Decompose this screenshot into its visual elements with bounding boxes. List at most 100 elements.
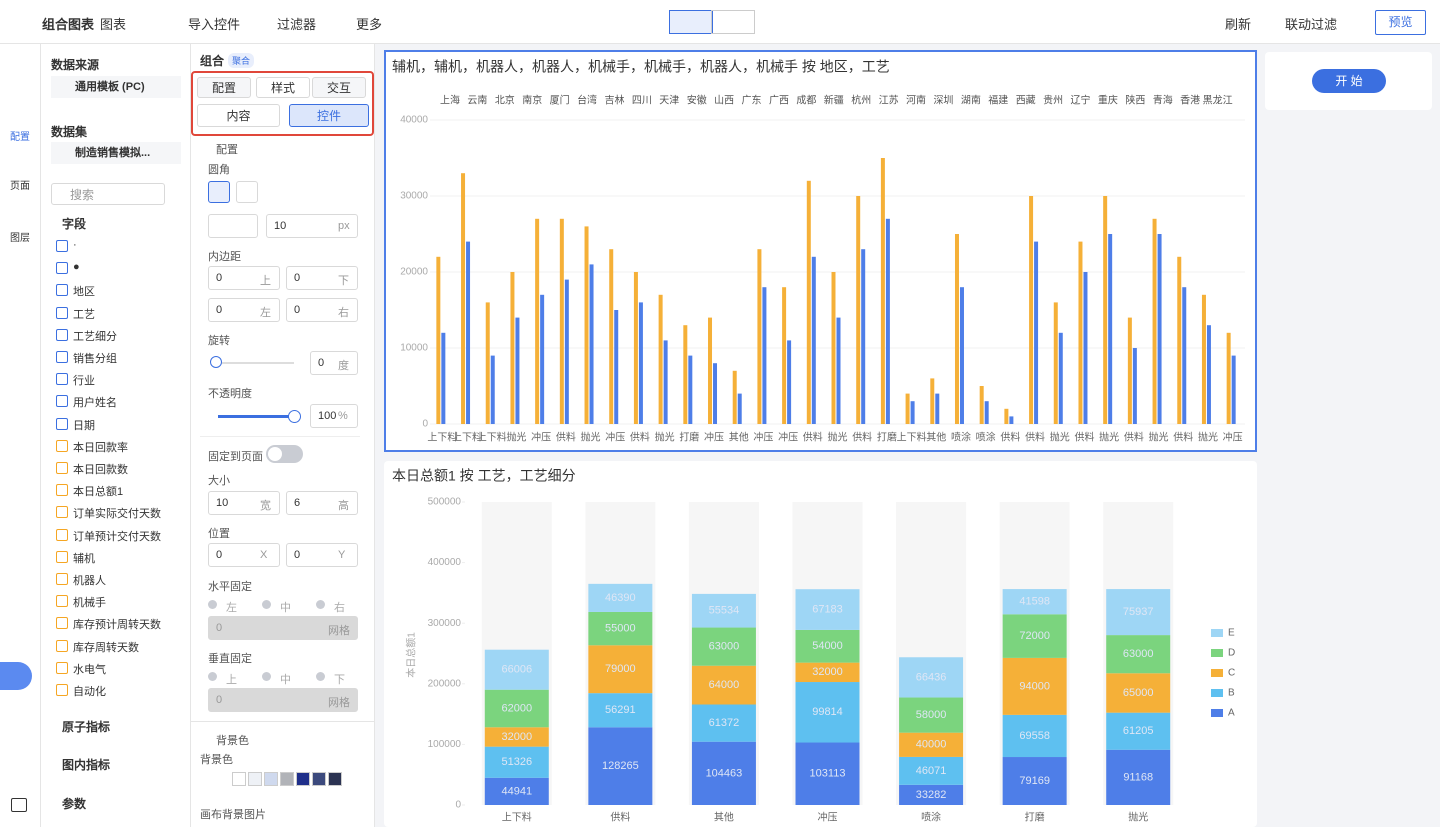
input[interactable]: [266, 214, 358, 238]
device-toggle[interactable]: [711, 10, 755, 34]
subtab[interactable]: 控件: [289, 104, 369, 127]
input-value: 100: [318, 410, 337, 422]
toolbar-item[interactable]: 更多: [356, 17, 383, 32]
swatch[interactable]: [296, 772, 310, 786]
input-value: 0: [294, 272, 301, 284]
slider: [218, 415, 294, 418]
field[interactable]: 行业: [73, 375, 95, 388]
swatch[interactable]: [232, 772, 246, 786]
field[interactable]: 自动化: [73, 686, 106, 698]
input-value: 6: [294, 497, 301, 509]
radio-label: 右: [334, 602, 345, 614]
field[interactable]: 机器人: [73, 575, 106, 587]
field-icon: [56, 417, 68, 430]
dropdown[interactable]: [208, 214, 258, 238]
swatch[interactable]: [264, 772, 278, 786]
input[interactable]: [208, 543, 280, 567]
badge: 聚合: [228, 53, 255, 68]
divider: [200, 436, 360, 437]
input[interactable]: [310, 351, 358, 375]
slider-knob[interactable]: [210, 356, 222, 368]
field-icon: [56, 684, 68, 696]
radio-label: 中: [280, 602, 291, 614]
preview-button[interactable]: 预览: [1375, 10, 1426, 35]
field[interactable]: 本日回款数: [73, 464, 128, 476]
rail-item[interactable]: 页面: [10, 181, 30, 192]
radio[interactable]: [316, 600, 325, 609]
section[interactable]: 参数: [62, 797, 87, 811]
tab[interactable]: 交互: [312, 77, 366, 98]
field[interactable]: 库存周转天数: [73, 641, 139, 654]
field[interactable]: ·: [73, 239, 77, 251]
field-icon: [56, 306, 68, 319]
input-unit: %: [338, 410, 348, 422]
section[interactable]: 图内指标: [62, 758, 111, 772]
input[interactable]: [286, 543, 358, 567]
field[interactable]: 水电气: [73, 663, 106, 676]
radio[interactable]: [262, 672, 271, 681]
input[interactable]: [286, 266, 358, 290]
field[interactable]: 本日总额1: [73, 486, 124, 499]
tab[interactable]: 配置: [197, 77, 251, 98]
field[interactable]: 机械手: [73, 597, 106, 610]
rail-item[interactable]: 图层: [10, 233, 30, 244]
device-toggle[interactable]: [669, 10, 713, 34]
toolbar-item[interactable]: 导入控件: [188, 17, 241, 32]
corner-option[interactable]: [236, 181, 258, 203]
subtab[interactable]: 内容: [197, 104, 280, 127]
input[interactable]: [208, 491, 280, 515]
field[interactable]: 工艺细分: [73, 330, 117, 343]
toolbar-item[interactable]: 联动过滤: [1285, 17, 1338, 32]
search[interactable]: 搜索: [51, 183, 165, 205]
input-unit: 下: [338, 275, 349, 287]
label: 位置: [208, 528, 230, 540]
float-button[interactable]: [0, 662, 32, 690]
swatch[interactable]: [328, 772, 342, 786]
field[interactable]: 订单实际交付天数: [73, 508, 161, 521]
radio[interactable]: [208, 600, 217, 609]
field[interactable]: 辅机: [73, 552, 95, 565]
input[interactable]: [286, 298, 358, 322]
field[interactable]: 销售分组: [73, 353, 117, 365]
field[interactable]: 订单预计交付天数: [73, 530, 161, 543]
field[interactable]: 日期: [73, 419, 95, 432]
radio-label: 中: [280, 674, 291, 686]
toolbar-item[interactable]: 刷新: [1225, 17, 1252, 32]
swatch[interactable]: [280, 772, 294, 786]
swatch[interactable]: [312, 772, 326, 786]
collapse[interactable]: [11, 798, 27, 812]
field-icon: [56, 661, 68, 674]
field[interactable]: 工艺: [73, 308, 95, 321]
tab[interactable]: 样式: [256, 77, 310, 98]
field[interactable]: 用户姓名: [73, 397, 117, 410]
start-button[interactable]: 开 始: [1312, 69, 1386, 93]
input[interactable]: [208, 266, 280, 290]
label: 背景色: [200, 754, 233, 766]
label: 内边距: [208, 251, 241, 263]
radio-label: 下: [334, 674, 345, 686]
field-icon: [56, 240, 68, 252]
swatch[interactable]: [248, 772, 262, 786]
input-unit: px: [338, 220, 350, 232]
rail: [0, 44, 41, 827]
field-icon: [56, 639, 68, 652]
toolbar-item[interactable]: 过滤器: [277, 17, 317, 32]
field-icon: [56, 373, 68, 386]
corner-option[interactable]: [208, 181, 230, 203]
field[interactable]: 地区: [73, 286, 95, 299]
toolbar-item[interactable]: 图表: [100, 17, 127, 32]
input[interactable]: [286, 491, 358, 515]
slider-knob[interactable]: [288, 410, 301, 423]
field[interactable]: 库存预计周转天数: [73, 619, 161, 632]
input-unit: 左: [260, 307, 271, 319]
input[interactable]: [310, 404, 358, 428]
section[interactable]: 原子指标: [62, 720, 111, 734]
field[interactable]: 本日回款率: [73, 441, 128, 454]
field[interactable]: ●: [73, 261, 80, 274]
radio[interactable]: [262, 600, 271, 609]
radio[interactable]: [316, 672, 325, 681]
rail-item[interactable]: 配置: [10, 132, 30, 143]
input[interactable]: [208, 298, 280, 322]
radio[interactable]: [208, 672, 217, 681]
dataset: 制造销售模拟...: [51, 142, 181, 164]
